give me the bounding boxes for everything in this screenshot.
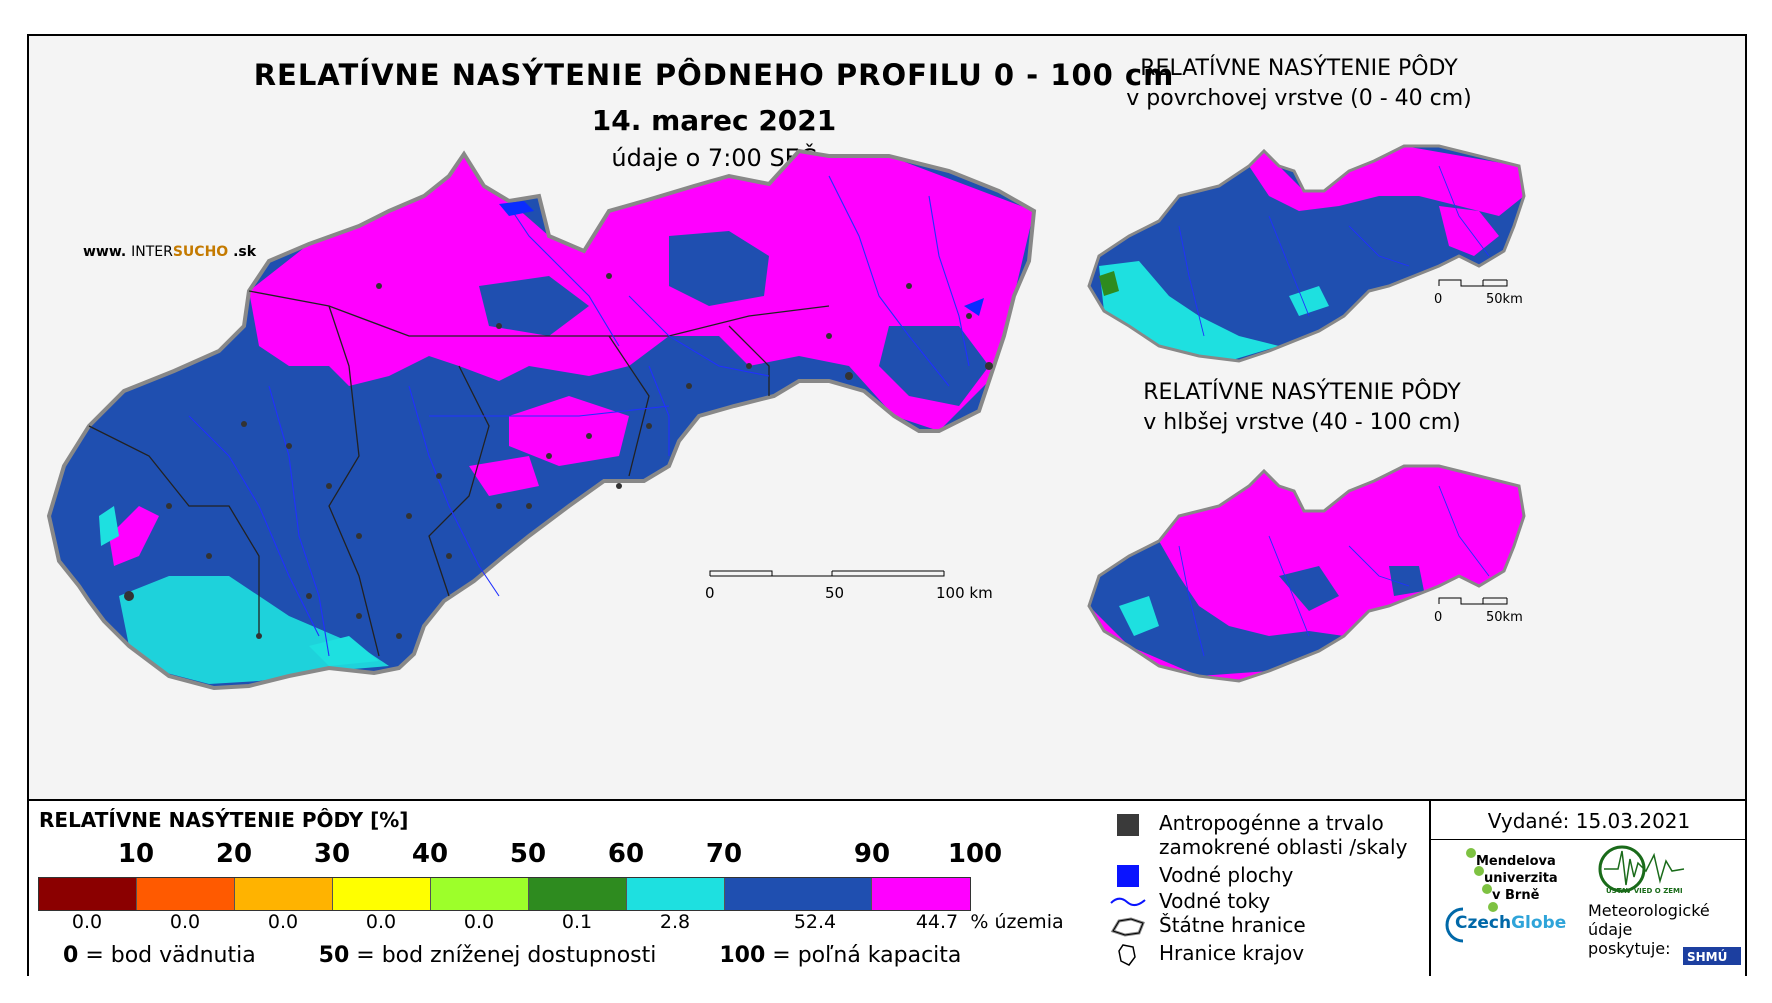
- czechglobe-logo: CzechGlobe: [1443, 907, 1566, 943]
- legend-pct: 0.0: [169, 911, 201, 933]
- legend-pct: 2.8: [659, 911, 691, 933]
- issued-date: Vydané: 15.03.2021: [1487, 809, 1691, 833]
- legend-tick: 70: [705, 839, 743, 869]
- inset-top-scale-0: 0: [1434, 292, 1443, 307]
- inset-bottom-scale-0: 0: [1434, 610, 1443, 625]
- intersucho-watermark: www. INTERSUCHO .sk: [83, 244, 257, 260]
- main-scale-label-0: 0: [705, 584, 715, 602]
- legend-swatch: [39, 878, 137, 910]
- legend-pct: 52.4: [793, 911, 837, 933]
- map-date: 14. marec 2021: [591, 104, 837, 137]
- partners-box: Vydané: 15.03.2021 Mendelova univerzita …: [1429, 801, 1747, 976]
- water-area-icon: [1117, 865, 1139, 887]
- mendel-dots-icon: [1466, 848, 1498, 912]
- legend-swatch: [235, 878, 333, 910]
- legend-title: RELATÍVNE NASÝTENIE PÔDY [%]: [39, 808, 409, 832]
- legend-pct: 0.0: [267, 911, 299, 933]
- main-scale-bar: [709, 570, 945, 577]
- legend-panel: RELATÍVNE NASÝTENIE PÔDY [%] 10 20 30 40…: [29, 799, 1747, 976]
- legend-pct: 0.0: [365, 911, 397, 933]
- meteo-credit: Meteorologické údaje poskytuje:: [1588, 901, 1710, 958]
- legend-tick: 90: [853, 839, 891, 869]
- legend-swatch: [431, 878, 529, 910]
- legend-tick: 30: [313, 839, 351, 869]
- main-scale-label-50: 50: [825, 584, 845, 602]
- legend-swatch: [627, 878, 725, 910]
- mendel-logo: Mendelova univerzita v Brně: [1476, 854, 1558, 903]
- inset-bottom-map: [1087, 464, 1526, 683]
- legend-pct: 0.0: [463, 911, 495, 933]
- legend-swatch: [872, 878, 970, 910]
- map-frame: RELATÍVNE NASÝTENIE PÔDNEHO PROFILU 0 - …: [27, 34, 1747, 976]
- legend-pct: 0.0: [71, 911, 103, 933]
- legend-tick: 100: [947, 839, 1003, 869]
- anthropogenic-icon: [1117, 814, 1139, 836]
- inset-top-scale-50: 50km: [1486, 292, 1523, 307]
- legend-color-bar: [38, 877, 971, 911]
- legend-footnote: 0 = bod vädnutia 50 = bod zníženej dostu…: [63, 943, 962, 968]
- legend-tick: 10: [117, 839, 155, 869]
- svg-text:SHMÚ: SHMÚ: [1687, 949, 1727, 964]
- legend-tick: 60: [607, 839, 645, 869]
- inset-top-title: RELATÍVNE NASÝTENIE PÔDY v povrchovej vr…: [1126, 56, 1472, 111]
- czechglobe-arc-icon: [1445, 907, 1464, 943]
- legend-tick: 20: [215, 839, 253, 869]
- inset-bottom-title: RELATÍVNE NASÝTENIE PÔDY v hlbšej vrstve…: [1143, 380, 1461, 435]
- region-border-icon: [1118, 944, 1136, 966]
- legend-swatch: [137, 878, 235, 910]
- shmu-logo: SHMÚ: [1683, 947, 1741, 965]
- map-title: RELATÍVNE NASÝTENIE PÔDNEHO PROFILU 0 - …: [253, 58, 1175, 92]
- inset-bottom-scale-50: 50km: [1486, 610, 1523, 625]
- svg-text:ÚSTAV VIED O ZEMI: ÚSTAV VIED O ZEMI: [1606, 886, 1683, 895]
- state-border-icon: [1110, 917, 1145, 937]
- legend-pct-unit: % územia: [970, 911, 1064, 933]
- inset-bottom-scale-bar: [1438, 597, 1508, 605]
- map-area: RELATÍVNE NASÝTENIE PÔDNEHO PROFILU 0 - …: [29, 36, 1745, 799]
- stream-icon: [1110, 897, 1146, 906]
- legend-swatch: [333, 878, 431, 910]
- legend-tick: 40: [411, 839, 449, 869]
- legend-swatch: [725, 878, 872, 910]
- ustav-logo: ÚSTAV VIED O ZEMI: [1598, 845, 1685, 895]
- legend-tick: 50: [509, 839, 547, 869]
- main-scale-label-100: 100 km: [936, 584, 993, 602]
- legend-pct: 44.7: [915, 911, 959, 933]
- inset-top-scale-bar: [1438, 279, 1508, 287]
- legend-swatch: [529, 878, 627, 910]
- main-map: [46, 148, 1037, 691]
- inset-top-map: [1087, 144, 1526, 363]
- legend-pct: 0.1: [561, 911, 593, 933]
